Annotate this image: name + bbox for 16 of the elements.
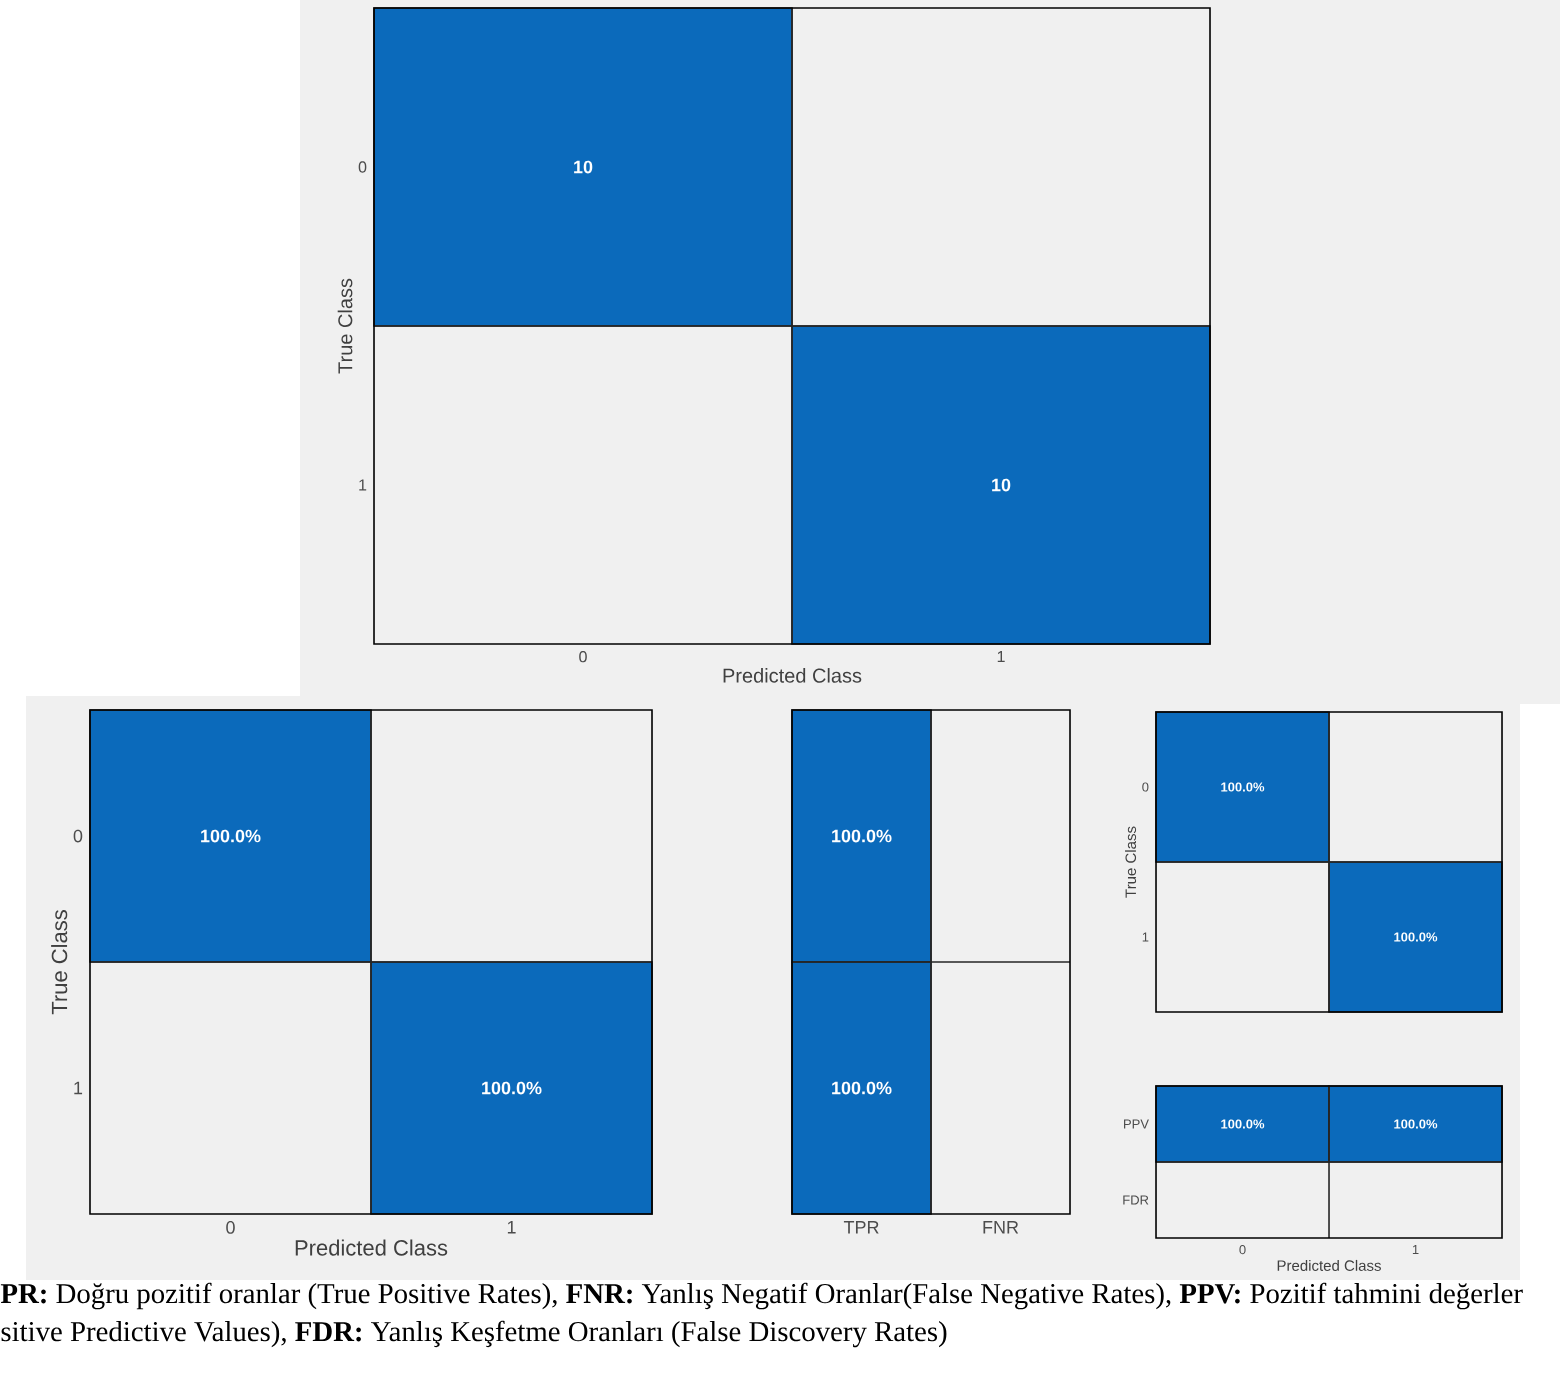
data-label: 100.0% — [201, 829, 261, 843]
data-label: 100.0% — [832, 829, 892, 843]
x-tick-label: 1 — [507, 1221, 516, 1234]
data-label: 10 — [574, 160, 593, 174]
data-label: 100.0% — [482, 1081, 542, 1095]
x-axis-title: Predicted Class — [295, 1239, 448, 1256]
text: PR: Doğru pozitif oranlar (True Positive Rates), FNR: Yanlış Negatif Oranlar(False Negative Rates), PPV: Pozitif tahmini değerler — [0, 1282, 1523, 1310]
data-label: 10 — [992, 478, 1011, 492]
y-axis-title: True Class — [51, 910, 68, 1015]
text: sitive Predictive Values), FDR: Yanlış Keşfetme Oranları (False Discovery Rates) — [1, 1320, 947, 1348]
x-tick-label: TPR — [843, 1221, 879, 1234]
x-axis-title: Predicted Class — [723, 668, 862, 683]
y-axis-title: True Class — [337, 278, 353, 374]
data-label: 100.0% — [832, 1081, 892, 1095]
x-tick-label: FNR — [983, 1221, 1019, 1234]
x-tick-label: 0 — [226, 1221, 235, 1234]
